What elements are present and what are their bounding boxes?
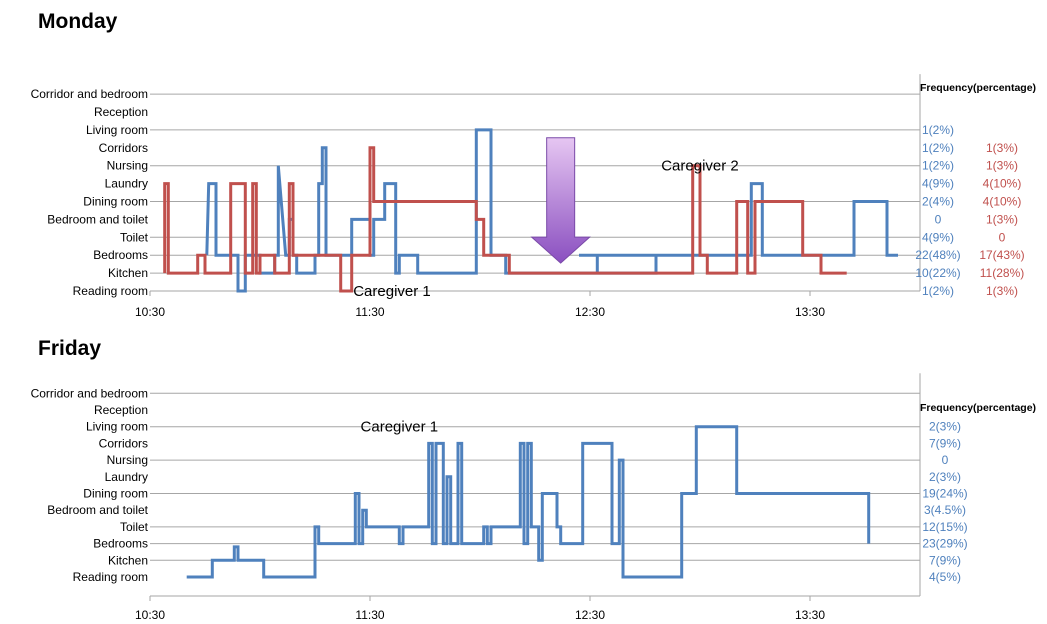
frequency-value: 4(10%) bbox=[983, 177, 1022, 191]
frequency-value: 4(9%) bbox=[922, 177, 954, 191]
category-label: Toilet bbox=[120, 230, 149, 244]
frequency-value: 0 bbox=[935, 212, 942, 226]
x-tick-label: 11:30 bbox=[355, 608, 384, 622]
x-tick-label: 12:30 bbox=[575, 305, 605, 319]
category-label: Dining room bbox=[83, 487, 148, 501]
frequency-value: 1(3%) bbox=[986, 159, 1018, 173]
x-tick-label: 13:30 bbox=[795, 608, 825, 622]
category-label: Reception bbox=[94, 105, 148, 119]
category-label: Bedroom and toilet bbox=[47, 212, 148, 226]
category-label: Nursing bbox=[107, 159, 148, 173]
series-annotation: Caregiver 1 bbox=[361, 419, 439, 436]
frequency-value: 2(3%) bbox=[929, 470, 961, 484]
x-tick-label: 13:30 bbox=[795, 305, 825, 319]
frequency-header: Frequency(percentage) bbox=[920, 402, 1036, 414]
category-label: Nursing bbox=[107, 453, 148, 467]
category-label: Bedrooms bbox=[93, 248, 148, 262]
frequency-value: 1(2%) bbox=[922, 141, 954, 155]
frequency-value: 22(48%) bbox=[915, 248, 960, 262]
frequency-value: 0 bbox=[942, 453, 949, 467]
category-label: Living room bbox=[86, 123, 148, 137]
frequency-value: 1(3%) bbox=[986, 284, 1018, 298]
category-label: Bedrooms bbox=[93, 537, 148, 551]
frequency-value: 7(9%) bbox=[929, 553, 961, 567]
category-label: Laundry bbox=[105, 177, 148, 191]
frequency-value: 10(22%) bbox=[915, 266, 960, 280]
category-label: Dining room bbox=[83, 195, 148, 209]
chart-monday: Monday Reading room Kitchen Bedrooms Toilet B… bbox=[31, 10, 1036, 319]
frequency-header: Frequency(percentage) bbox=[920, 82, 1036, 94]
frequency-value: 3(4.5%) bbox=[924, 503, 966, 517]
x-tick-label: 10:30 bbox=[135, 305, 165, 319]
category-label: Kitchen bbox=[108, 553, 148, 567]
frequency-value: 17(43%) bbox=[979, 248, 1024, 262]
x-tick-label: 10:30 bbox=[135, 608, 165, 622]
frequency-value: 0 bbox=[999, 230, 1006, 244]
frequency-value: 4(5%) bbox=[929, 570, 961, 584]
category-label: Living room bbox=[86, 420, 148, 434]
category-label: Corridor and bedroom bbox=[31, 386, 148, 400]
x-tick-label: 11:30 bbox=[355, 305, 384, 319]
category-label: Corridors bbox=[99, 436, 148, 450]
frequency-value: 1(2%) bbox=[922, 123, 954, 137]
frequency-value: 2(3%) bbox=[929, 420, 961, 434]
category-label: Corridor and bedroom bbox=[31, 87, 148, 101]
category-label: Reading room bbox=[73, 570, 148, 584]
frequency-value: 1(3%) bbox=[986, 212, 1018, 226]
category-label: Kitchen bbox=[108, 266, 148, 280]
frequency-value: 1(2%) bbox=[922, 159, 954, 173]
series-annotation: Caregiver 2 bbox=[661, 158, 739, 175]
chart-title: Monday bbox=[38, 10, 118, 33]
frequency-value: 19(24%) bbox=[922, 487, 967, 501]
category-label: Laundry bbox=[105, 470, 148, 484]
x-tick-label: 12:30 bbox=[575, 608, 605, 622]
frequency-value: 2(4%) bbox=[922, 195, 954, 209]
category-label: Toilet bbox=[120, 520, 149, 534]
frequency-value: 1(2%) bbox=[922, 284, 954, 298]
series-annotation: Caregiver 1 bbox=[353, 283, 431, 300]
category-label: Reception bbox=[94, 403, 148, 417]
chart-title: Friday bbox=[38, 337, 101, 360]
category-label: Corridors bbox=[99, 141, 148, 155]
frequency-value: 12(15%) bbox=[922, 520, 967, 534]
frequency-value: 11(28%) bbox=[980, 266, 1024, 280]
down-arrow-icon bbox=[532, 138, 590, 263]
series-line-caregiver-1 bbox=[187, 427, 869, 577]
frequency-value: 1(3%) bbox=[986, 141, 1018, 155]
category-label: Reading room bbox=[73, 284, 148, 298]
chart-friday: Friday Reading room Kitchen Bedrooms Toilet B… bbox=[31, 337, 1036, 622]
frequency-value: 4(9%) bbox=[922, 230, 954, 244]
frequency-value: 7(9%) bbox=[929, 436, 961, 450]
frequency-value: 4(10%) bbox=[983, 195, 1022, 209]
frequency-value: 23(29%) bbox=[922, 537, 967, 551]
category-label: Bedroom and toilet bbox=[47, 503, 148, 517]
